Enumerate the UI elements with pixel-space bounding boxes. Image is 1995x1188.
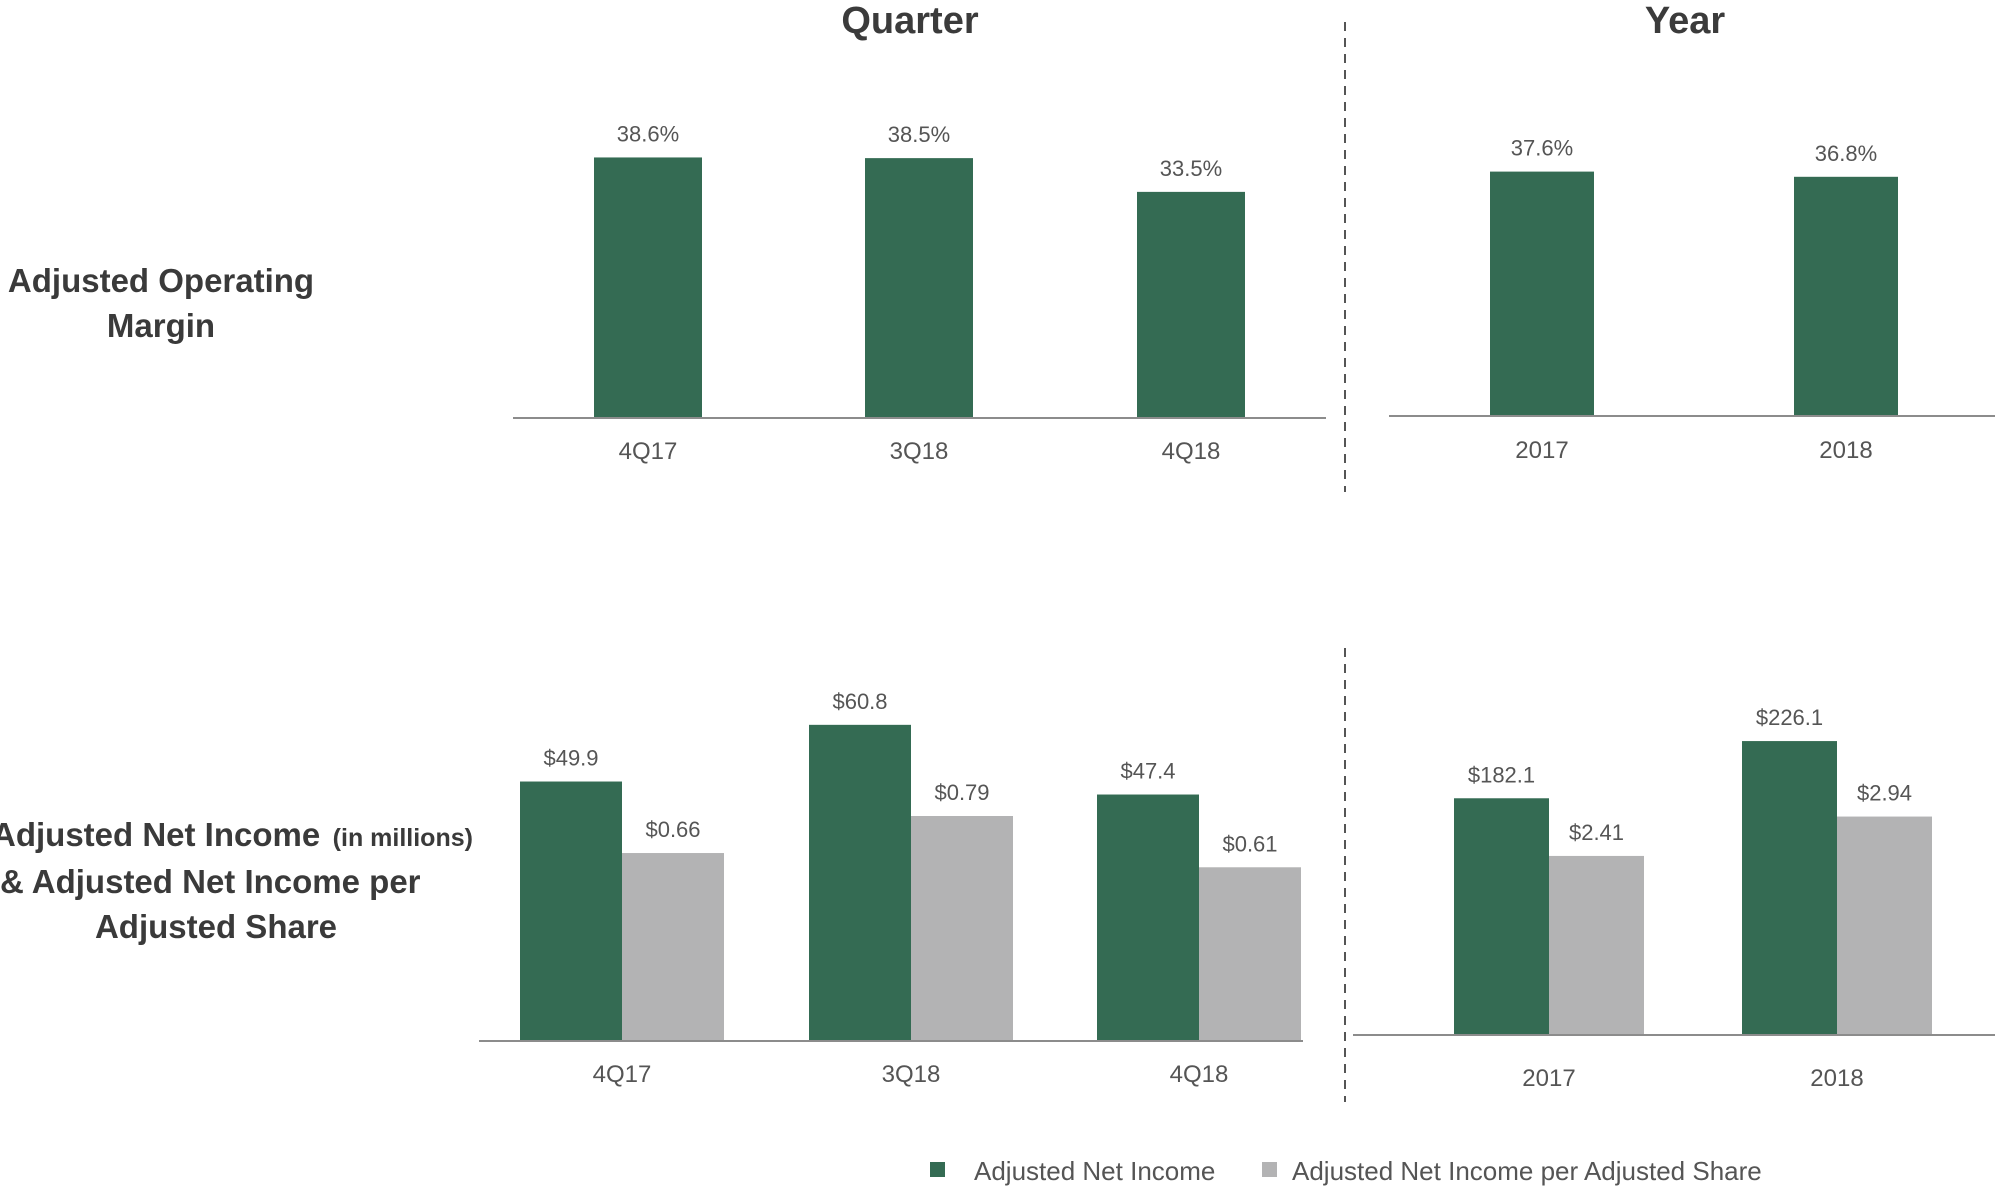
row-label-margin-line2: Margin bbox=[107, 307, 215, 344]
bar-net-income-year-s1-2017 bbox=[1549, 855, 1644, 1035]
value-label-net-income-year-s1-2017: $2.41 bbox=[1569, 820, 1624, 845]
bar-net-income-quarter-s1-4Q18 bbox=[1199, 867, 1301, 1041]
legend: Adjusted Net Income Adjusted Net Income … bbox=[930, 1156, 1762, 1186]
value-label-margin-year-s0-2018: 36.8% bbox=[1815, 141, 1877, 166]
bar-net-income-year-s1-2018 bbox=[1837, 816, 1932, 1035]
value-label-margin-quarter-s0-3Q18: 38.5% bbox=[888, 122, 950, 147]
chart-margin-quarter: 38.6% 38.5% 33.5% 4Q17 3Q18 4Q18 bbox=[513, 121, 1326, 465]
value-label-net-income-quarter-s0-4Q17: $49.9 bbox=[543, 746, 598, 771]
row-label-net-income-line3: Adjusted Share bbox=[95, 908, 337, 945]
legend-swatch-net-income bbox=[930, 1162, 945, 1177]
bar-net-income-quarter-s0-3Q18 bbox=[809, 724, 911, 1041]
value-label-net-income-year-s0-2017: $182.1 bbox=[1468, 762, 1535, 787]
bar-net-income-quarter-s0-4Q17 bbox=[520, 781, 622, 1041]
tick-label-margin-quarter-4Q18: 4Q18 bbox=[1162, 438, 1221, 465]
bar-margin-quarter-s0-4Q17 bbox=[594, 157, 702, 418]
tick-label-net-income-year-2017: 2017 bbox=[1522, 1065, 1575, 1092]
tick-label-margin-quarter-3Q18: 3Q18 bbox=[890, 438, 949, 465]
value-label-net-income-quarter-s1-3Q18: $0.79 bbox=[934, 780, 989, 805]
bar-net-income-quarter-s1-3Q18 bbox=[911, 816, 1013, 1041]
value-label-margin-quarter-s0-4Q17: 38.6% bbox=[617, 121, 679, 146]
tick-label-margin-quarter-4Q17: 4Q17 bbox=[619, 438, 678, 465]
row-label-margin-line1: Adjusted Operating bbox=[8, 262, 314, 299]
bar-net-income-quarter-s0-4Q18 bbox=[1097, 794, 1199, 1041]
bar-net-income-year-s0-2017 bbox=[1454, 798, 1549, 1035]
tick-label-net-income-quarter-3Q18: 3Q18 bbox=[882, 1061, 941, 1088]
row-label-net-income-line2: & Adjusted Net Income per bbox=[0, 863, 421, 900]
bar-margin-year-s0-2018 bbox=[1794, 176, 1898, 416]
tick-label-net-income-quarter-4Q18: 4Q18 bbox=[1170, 1061, 1229, 1088]
value-label-net-income-year-s0-2018: $226.1 bbox=[1756, 705, 1823, 730]
year-header: Year bbox=[1645, 0, 1726, 42]
bar-net-income-quarter-s1-4Q17 bbox=[622, 853, 724, 1041]
value-label-margin-year-s0-2017: 37.6% bbox=[1511, 136, 1573, 161]
legend-label-net-income: Adjusted Net Income bbox=[974, 1156, 1215, 1186]
value-label-net-income-quarter-s0-4Q18: $47.4 bbox=[1120, 759, 1175, 784]
bar-margin-year-s0-2017 bbox=[1490, 171, 1594, 416]
value-label-net-income-year-s1-2018: $2.94 bbox=[1857, 781, 1912, 806]
bar-margin-quarter-s0-3Q18 bbox=[865, 158, 973, 418]
chart-net-income-quarter: $49.9 $60.8 $47.4 $0.66 $0.79 $0.61 4Q17 3Q18 4Q… bbox=[479, 689, 1303, 1088]
value-label-net-income-quarter-s1-4Q18: $0.61 bbox=[1222, 831, 1277, 856]
tick-label-net-income-quarter-4Q17: 4Q17 bbox=[593, 1061, 652, 1088]
tick-label-margin-year-2018: 2018 bbox=[1819, 437, 1872, 464]
chart-margin-year: 37.6% 36.8% 2017 2018 bbox=[1389, 136, 1995, 464]
tick-label-net-income-year-2018: 2018 bbox=[1810, 1065, 1863, 1092]
value-label-margin-quarter-s0-4Q18: 33.5% bbox=[1160, 156, 1222, 181]
row-label-net-income-small: (in millions) bbox=[333, 824, 473, 852]
tick-label-margin-year-2017: 2017 bbox=[1515, 437, 1568, 464]
row-label-net-income-line1: Adjusted Net Income (in millions) bbox=[0, 816, 473, 853]
legend-label-per-share: Adjusted Net Income per Adjusted Share bbox=[1292, 1156, 1762, 1186]
bar-net-income-year-s0-2018 bbox=[1742, 741, 1837, 1035]
legend-swatch-per-share bbox=[1262, 1162, 1277, 1177]
row-label-net-income-main: Adjusted Net Income bbox=[0, 816, 320, 853]
chart-net-income-year: $182.1 $226.1 $2.41 $2.94 2017 2018 bbox=[1353, 705, 1995, 1092]
value-label-net-income-quarter-s1-4Q17: $0.66 bbox=[645, 817, 700, 842]
bar-margin-quarter-s0-4Q18 bbox=[1137, 191, 1245, 418]
quarter-header: Quarter bbox=[841, 0, 978, 42]
value-label-net-income-quarter-s0-3Q18: $60.8 bbox=[832, 689, 887, 714]
